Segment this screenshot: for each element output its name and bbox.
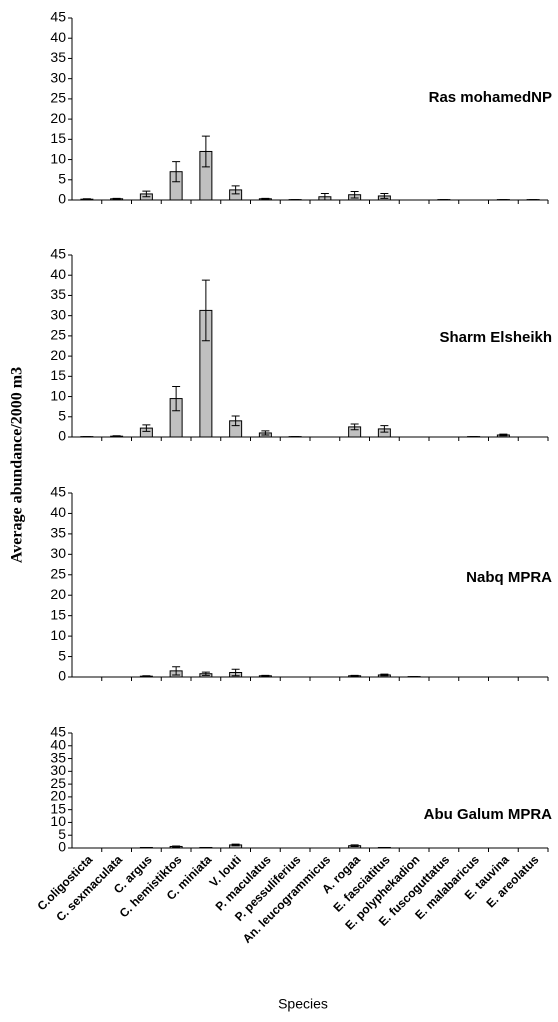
y-tick-label: 15 (50, 606, 66, 622)
panel-title: Abu Galum MPRA (424, 806, 553, 823)
error-bar (113, 436, 121, 437)
y-tick-label: 45 (50, 9, 66, 25)
y-tick-label: 20 (50, 347, 66, 363)
y-tick-label: 5 (58, 407, 66, 423)
y-tick-label: 40 (50, 504, 66, 520)
y-tick-label: 15 (50, 367, 66, 383)
y-tick-label: 5 (58, 170, 66, 186)
y-tick-label: 20 (50, 586, 66, 602)
y-tick-label: 0 (58, 428, 66, 444)
y-tick-label: 45 (50, 724, 66, 740)
y-tick-label: 40 (50, 29, 66, 45)
y-tick-label: 30 (50, 69, 66, 85)
panel-title: Sharm Elsheikh (439, 329, 552, 346)
y-tick-label: 10 (50, 627, 66, 643)
y-tick-label: 25 (50, 90, 66, 106)
y-tick-label: 45 (50, 246, 66, 262)
y-tick-label: 30 (50, 306, 66, 322)
y-tick-label: 35 (50, 286, 66, 302)
error-bar (83, 199, 91, 200)
y-tick-label: 40 (50, 266, 66, 282)
y-tick-label: 25 (50, 565, 66, 581)
y-tick-label: 35 (50, 525, 66, 541)
error-bar (261, 198, 269, 199)
error-bar (142, 676, 150, 677)
y-tick-label: 30 (50, 545, 66, 561)
panel-title: Ras mohamedNP (429, 89, 552, 106)
x-axis-label: Species (278, 996, 328, 1012)
y-tick-label: 0 (58, 191, 66, 207)
panel-title: Nabq MPRA (466, 569, 552, 586)
y-tick-label: 35 (50, 49, 66, 65)
error-bar (261, 675, 269, 676)
y-tick-label: 0 (58, 668, 66, 684)
y-tick-label: 5 (58, 647, 66, 663)
y-tick-label: 10 (50, 387, 66, 403)
error-bar (113, 198, 121, 199)
y-tick-label: 10 (50, 150, 66, 166)
error-bar (351, 675, 359, 676)
y-tick-label: 45 (50, 484, 66, 500)
y-axis-label: Average abundance/2000 m3 (9, 367, 26, 563)
y-tick-label: 15 (50, 130, 66, 146)
y-tick-label: 25 (50, 327, 66, 343)
y-tick-label: 20 (50, 110, 66, 126)
